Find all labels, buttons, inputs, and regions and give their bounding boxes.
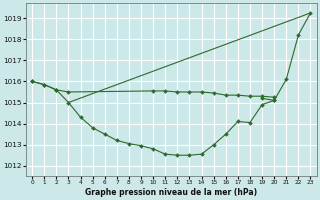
X-axis label: Graphe pression niveau de la mer (hPa): Graphe pression niveau de la mer (hPa)	[85, 188, 257, 197]
